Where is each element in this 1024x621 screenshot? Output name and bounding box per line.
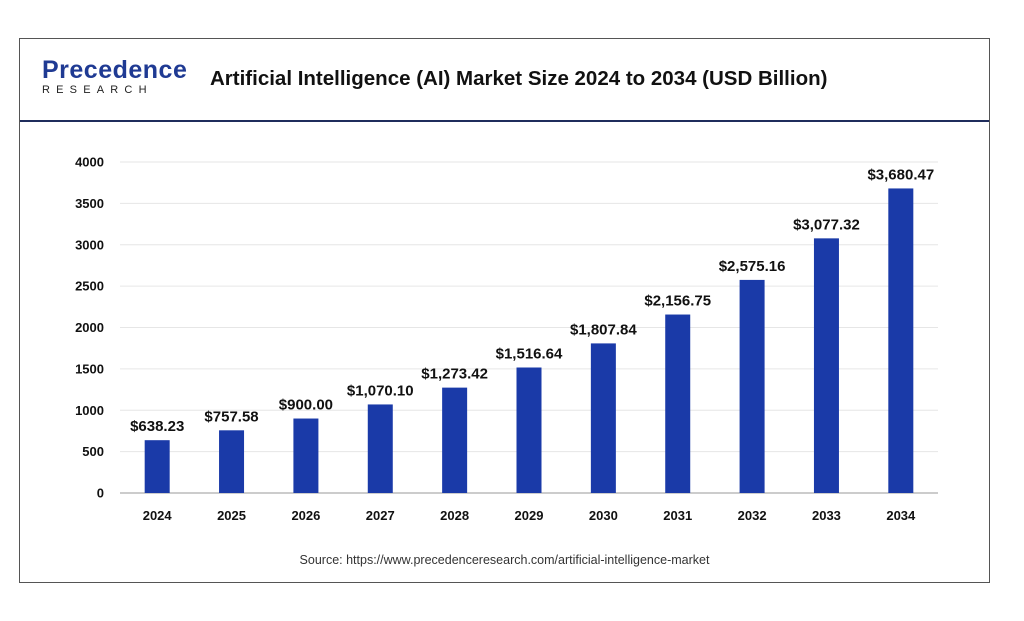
source-note: Source: https://www.precedenceresearch.c… xyxy=(299,553,710,567)
x-tick-label: 2030 xyxy=(589,508,618,523)
bar xyxy=(219,430,245,493)
data-label: $2,575.16 xyxy=(719,258,786,275)
data-label: $1,070.10 xyxy=(347,382,414,399)
bar xyxy=(590,343,616,493)
bar xyxy=(813,238,839,493)
data-label: $757.58 xyxy=(204,408,258,425)
bar-chart: 0 500 1000 1500 2000 2500 3000 3500 4000 $638.23 2… xyxy=(75,155,938,523)
data-label: $2,156.75 xyxy=(644,293,711,310)
y-tick-label: 0 xyxy=(97,486,104,501)
chart-frame: Precedence RESEARCH Artificial Intellige… xyxy=(19,38,990,583)
x-tick-label: 2031 xyxy=(663,508,692,523)
bar xyxy=(888,188,914,493)
bar xyxy=(144,440,170,493)
bar xyxy=(516,367,542,493)
bar xyxy=(442,387,468,493)
bar xyxy=(739,279,765,493)
brand-name: Precedence xyxy=(42,56,188,84)
brand-subname: RESEARCH xyxy=(42,84,153,96)
x-tick-label: 2027 xyxy=(366,508,395,523)
bar xyxy=(293,418,319,493)
data-label: $638.23 xyxy=(130,418,184,435)
y-tick-label: 1500 xyxy=(75,361,104,376)
data-label: $900.00 xyxy=(279,397,333,414)
y-tick-label: 4000 xyxy=(75,155,104,170)
chart-title: Artificial Intelligence (AI) Market Size… xyxy=(210,67,828,90)
bar xyxy=(665,314,691,493)
brand-logo: Precedence RESEARCH xyxy=(42,57,187,96)
y-tick-label: 3500 xyxy=(75,196,104,211)
data-label: $1,807.84 xyxy=(570,321,637,338)
x-tick-label: 2025 xyxy=(217,508,246,523)
x-tick-label: 2029 xyxy=(515,508,544,523)
x-tick-label: 2032 xyxy=(738,508,767,523)
data-label: $3,680.47 xyxy=(867,166,934,183)
x-tick-label: 2034 xyxy=(886,508,916,523)
data-label: $3,077.32 xyxy=(793,216,860,233)
data-label: $1,516.64 xyxy=(496,345,563,362)
x-tick-label: 2026 xyxy=(291,508,320,523)
x-tick-label: 2028 xyxy=(440,508,469,523)
x-tick-label: 2024 xyxy=(143,508,173,523)
y-tick-label: 2500 xyxy=(75,279,104,294)
bar xyxy=(367,404,393,493)
y-tick-label: 3000 xyxy=(75,237,104,252)
y-tick-label: 2000 xyxy=(75,320,104,335)
header: Precedence RESEARCH Artificial Intellige… xyxy=(20,39,989,122)
data-label: $1,273.42 xyxy=(421,366,488,383)
y-tick-label: 1000 xyxy=(75,403,104,418)
x-tick-label: 2033 xyxy=(812,508,841,523)
y-tick-label: 500 xyxy=(82,444,104,459)
